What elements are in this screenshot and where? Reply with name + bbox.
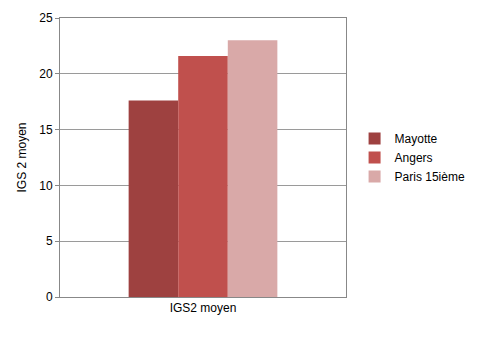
svg-text:0: 0 [46, 290, 53, 304]
svg-text:10: 10 [39, 179, 53, 193]
svg-text:20: 20 [39, 67, 53, 81]
svg-text:Mayotte: Mayotte [395, 132, 438, 146]
svg-text:15: 15 [39, 123, 53, 137]
svg-text:IGS 2 moyen: IGS 2 moyen [15, 122, 29, 192]
svg-text:IGS2 moyen: IGS2 moyen [170, 301, 237, 315]
svg-text:25: 25 [39, 11, 53, 25]
svg-text:5: 5 [46, 234, 53, 248]
svg-text:Angers: Angers [395, 151, 433, 165]
svg-text:Paris 15ième: Paris 15ième [395, 170, 465, 184]
